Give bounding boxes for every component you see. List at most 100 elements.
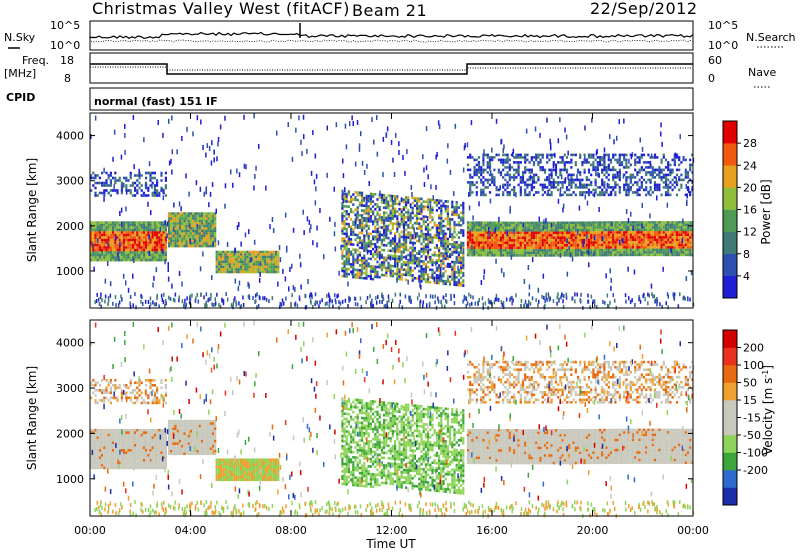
power-cell — [433, 198, 436, 202]
power-cell — [369, 275, 372, 278]
power-cell — [250, 250, 253, 254]
power-cell — [620, 223, 624, 227]
power-cell — [345, 247, 348, 251]
power-cell — [651, 248, 654, 252]
power-cell — [153, 256, 156, 259]
power-cell — [172, 212, 175, 215]
power-cell — [524, 171, 527, 174]
power-cell — [497, 153, 500, 157]
power-cell — [491, 229, 494, 232]
power-cell — [689, 228, 692, 232]
power-cell — [664, 223, 668, 227]
power-cell — [418, 197, 421, 200]
power-cell — [601, 226, 604, 229]
power-cell — [449, 252, 452, 256]
power-cell — [196, 239, 199, 243]
power-cell — [156, 251, 159, 254]
power-cell — [482, 248, 485, 252]
power-cell — [383, 206, 386, 209]
power-cell — [134, 186, 137, 190]
power-cell — [358, 221, 361, 225]
power-cell — [664, 228, 668, 232]
power-cell — [649, 188, 652, 192]
power-cell — [541, 254, 544, 257]
power-cell — [145, 246, 148, 249]
power-cell — [504, 251, 507, 255]
power-cell — [612, 231, 615, 234]
power-cell — [636, 171, 639, 174]
power-cell — [550, 249, 553, 252]
power-cell — [598, 248, 602, 252]
power-cell — [504, 249, 507, 252]
power-cell — [145, 223, 148, 227]
power-cell — [411, 201, 414, 205]
power-cell — [239, 260, 242, 264]
power-cell — [136, 191, 139, 195]
power-cell — [147, 194, 150, 197]
power-cell — [497, 236, 500, 240]
power-cell — [129, 241, 132, 244]
power-cell — [488, 249, 492, 252]
power-cell — [475, 231, 478, 234]
power-cell — [484, 241, 487, 244]
power-cell — [438, 259, 441, 262]
power-cell — [158, 226, 161, 229]
power-cell — [625, 183, 628, 187]
power-cell — [537, 236, 540, 240]
power-cell — [424, 233, 427, 236]
power-cell — [581, 178, 584, 182]
power-noise — [312, 240, 314, 246]
power-cell — [638, 186, 641, 189]
power-cell — [158, 238, 161, 242]
power-cell — [114, 189, 117, 192]
power-cell — [671, 178, 674, 182]
power-cell — [365, 207, 368, 210]
power-cell — [367, 244, 370, 248]
power-cell — [539, 153, 542, 157]
power-cell — [660, 238, 663, 242]
power-noise — [495, 258, 497, 264]
power-cell — [145, 171, 148, 175]
power-cell — [131, 231, 134, 234]
power-cell — [160, 251, 163, 254]
power-cell — [535, 229, 538, 232]
power-cell — [400, 213, 403, 216]
power-cell — [138, 226, 141, 229]
power-cell — [486, 224, 489, 227]
power-cell — [416, 219, 419, 223]
power-cell — [636, 251, 639, 254]
power-cell — [235, 250, 238, 254]
power-cell — [118, 179, 121, 182]
power-cell — [116, 191, 119, 195]
power-cell — [541, 249, 544, 252]
power-cell — [640, 253, 643, 257]
power-noise — [169, 297, 172, 302]
power-cell — [653, 171, 657, 174]
power-cell — [477, 246, 481, 249]
power-cell — [248, 270, 251, 274]
power-cell — [539, 236, 542, 240]
power-cell — [151, 221, 154, 224]
power-cell — [579, 248, 582, 252]
power-cell — [367, 249, 370, 253]
power-cell — [471, 181, 474, 184]
power-cell — [594, 188, 597, 192]
power-cell — [667, 166, 670, 169]
power-cell — [451, 203, 454, 206]
power-cell — [557, 244, 560, 247]
power-cell — [145, 258, 148, 262]
power-cell — [671, 188, 674, 192]
power-cell — [612, 241, 615, 244]
power-cell — [682, 246, 685, 249]
power-cell — [156, 194, 159, 197]
power-cell — [664, 183, 668, 187]
power-cell — [598, 251, 602, 254]
power-cell — [257, 255, 260, 259]
power-cell — [374, 270, 377, 274]
power-cell — [160, 186, 163, 190]
power-cell — [675, 181, 679, 184]
power-cell — [405, 261, 408, 264]
power-cell — [109, 174, 112, 177]
power-cell — [440, 237, 443, 240]
power-cell — [413, 256, 416, 260]
